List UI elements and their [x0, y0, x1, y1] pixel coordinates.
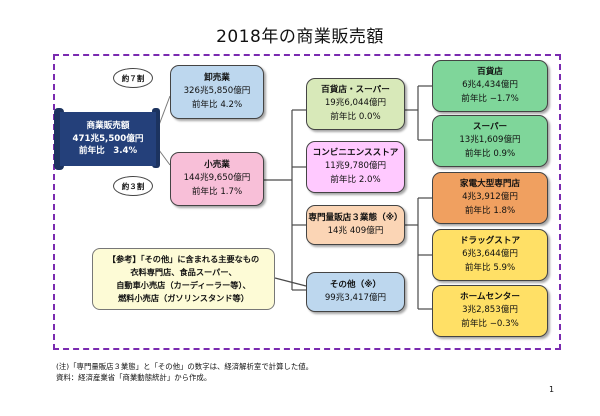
supermarket-name: スーパー	[472, 122, 508, 133]
electronics-store-yoy: 前年比 1.8%	[464, 205, 516, 216]
scroll-roll-right	[152, 108, 160, 168]
dept-super-box: 百貨店・スーパー 19兆6,044億円 前年比 0.0%	[306, 78, 405, 130]
other-name: その他（※）	[329, 279, 382, 290]
department-store-yoy: 前年比 −1.7%	[461, 93, 519, 104]
electronics-store-box: 家電大型専門店 4兆3,912億円 前年比 1.8%	[432, 172, 548, 224]
other-value: 99兆3,417億円	[324, 293, 387, 303]
home-center-value: 3兆2,853億円	[462, 305, 518, 316]
retail-yoy: 前年比 1.7%	[191, 186, 243, 197]
reference-line-4: 燃料小売店（ガソリンスタンド等）	[118, 293, 249, 304]
reference-line-3: 自動車小売店（カーディーラー等）、	[116, 280, 251, 290]
retail-share-bubble: 約３割	[113, 176, 153, 196]
home-center-yoy: 前年比 −0.3%	[461, 318, 519, 329]
total-sales-yoy: 前年比 3.4%	[78, 146, 138, 157]
dept-super-name: 百貨店・スーパー	[321, 85, 390, 96]
electronics-store-name: 家電大型専門店	[459, 179, 521, 190]
scroll-roll-left	[54, 108, 64, 170]
wholesale-yoy: 前年比 4.2%	[191, 99, 243, 110]
home-center-box: ホームセンター 3兆2,853億円 前年比 −0.3%	[432, 285, 548, 337]
drugstore-value: 6兆3,644億円	[462, 249, 518, 260]
diagram-frame	[53, 54, 561, 350]
department-store-value: 6兆4,434億円	[462, 80, 518, 91]
convenience-store-box: コンビニエンスストア 11兆9,780億円 前年比 2.0%	[306, 141, 405, 193]
wholesale-name: 卸売業	[204, 73, 230, 84]
supermarket-yoy: 前年比 0.9%	[464, 148, 516, 159]
dept-super-yoy: 前年比 0.0%	[330, 111, 381, 122]
department-store-box: 百貨店 6兆4,434億円 前年比 −1.7%	[432, 60, 548, 112]
total-sales-box: 商業販売額 471兆5,500億円 前年比 3.4%	[60, 112, 156, 166]
convenience-store-yoy: 前年比 2.0%	[330, 174, 381, 185]
total-sales-value: 471兆5,500億円	[72, 133, 144, 144]
department-store-name: 百貨店	[477, 67, 503, 78]
wholesale-share-bubble: 約７割	[113, 68, 153, 88]
footnote-1: (注)「専門量販店３業態」と「その他」の数字は、経済解析室で計算した値。	[56, 362, 314, 371]
supermarket-box: スーパー 13兆1,609億円 前年比 0.9%	[432, 115, 548, 167]
specialty-3-name: 専門量販店３業態（※）	[308, 212, 403, 223]
retail-value: 144兆9,650億円	[183, 173, 251, 184]
footnote-source: 資料：経済産業省「商業動態統計」から作成。	[56, 372, 212, 382]
drugstore-box: ドラッグストア 6兆3,644億円 前年比 5.9%	[432, 229, 548, 281]
specialty-3-box: 専門量販店３業態（※） 14兆 409億円	[306, 205, 405, 245]
footnotes: (注)「専門量販店３業態」と「その他」の数字は、経済解析室で計算した値。 資料：…	[56, 362, 313, 383]
reference-line-1: 【参考】「その他」に含まれる主要なもの	[107, 253, 260, 264]
reference-line-2: 衣料専門店、食品スーパー、	[130, 266, 237, 277]
home-center-name: ホームセンター	[460, 292, 520, 303]
other-box: その他（※） 99兆3,417億円	[306, 272, 405, 312]
specialty-3-value: 14兆 409億円	[327, 226, 384, 236]
convenience-store-value: 11兆9,780億円	[324, 161, 387, 172]
supermarket-value: 13兆1,609億円	[459, 135, 521, 146]
page-number: 1	[549, 385, 555, 394]
wholesale-box: 卸売業 326兆5,850億円 前年比 4.2%	[170, 65, 264, 119]
dept-super-value: 19兆6,044億円	[324, 98, 387, 109]
retail-name: 小売業	[204, 160, 230, 171]
drugstore-yoy: 前年比 5.9%	[464, 262, 516, 273]
wholesale-value: 326兆5,850億円	[183, 86, 251, 97]
electronics-store-value: 4兆3,912億円	[462, 192, 518, 203]
drugstore-name: ドラッグストア	[459, 236, 521, 247]
total-sales-name: 商業販売額	[86, 120, 130, 131]
convenience-store-name: コンビニエンスストア	[312, 148, 399, 159]
reference-note: 【参考】「その他」に含まれる主要なもの 衣料専門店、食品スーパー、 自動車小売店…	[92, 248, 275, 310]
page-title: 2018年の商業販売額	[216, 27, 384, 47]
retail-box: 小売業 144兆9,650億円 前年比 1.7%	[170, 152, 264, 206]
